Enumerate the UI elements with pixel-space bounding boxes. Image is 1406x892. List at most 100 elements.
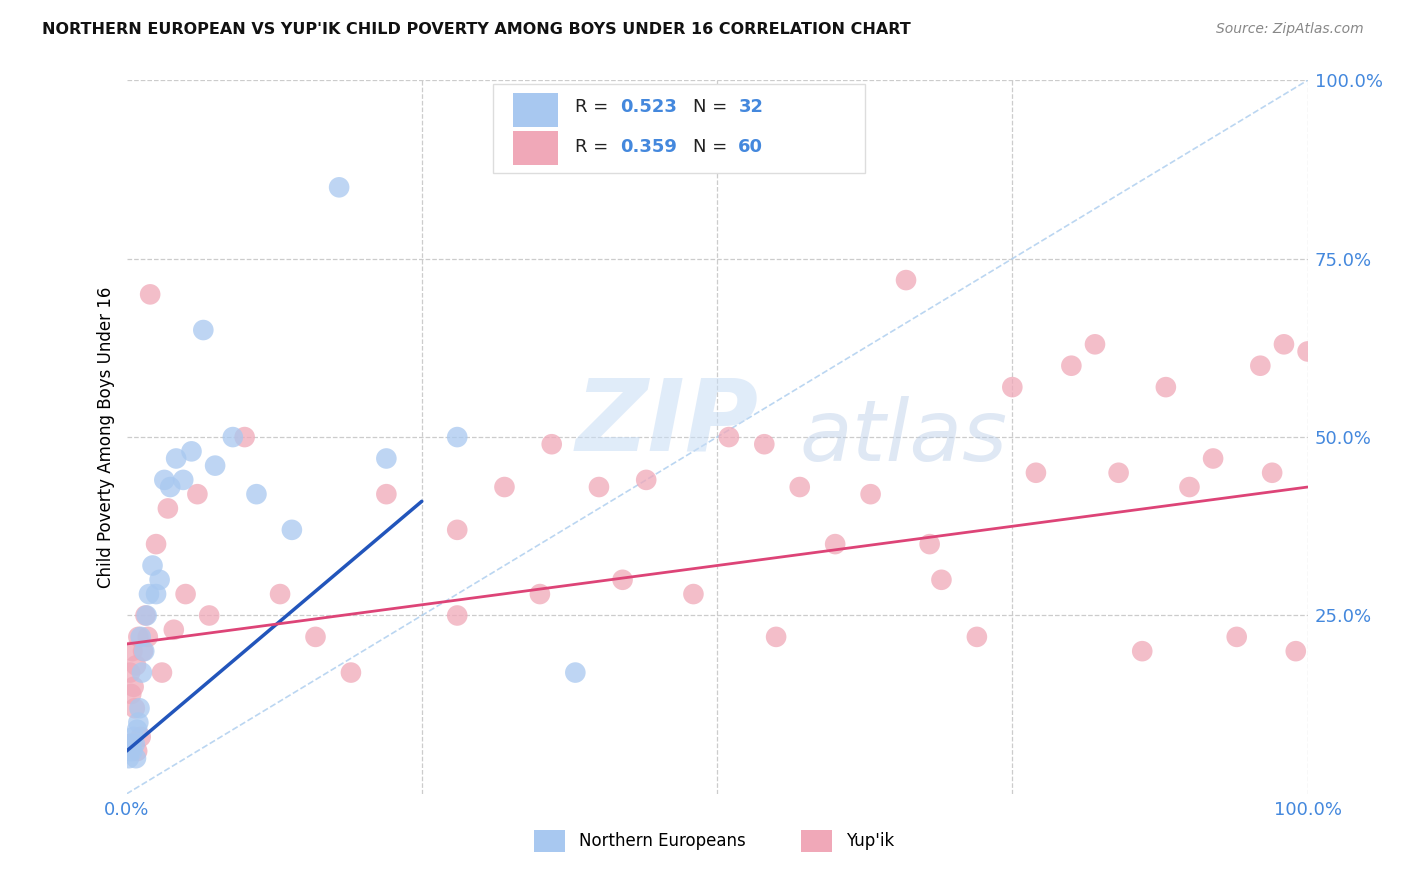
Point: [136, 630, 159, 644]
Point: [245, 487, 267, 501]
Point: [1084, 337, 1107, 351]
Point: [141, 558, 163, 573]
Text: 60: 60: [738, 137, 763, 155]
Point: [931, 573, 953, 587]
Text: Source: ZipAtlas.com: Source: ZipAtlas.com: [1216, 22, 1364, 37]
Point: [682, 587, 704, 601]
FancyBboxPatch shape: [513, 131, 558, 165]
Text: Northern Europeans: Northern Europeans: [579, 831, 747, 850]
Y-axis label: Child Poverty Among Boys Under 16: Child Poverty Among Boys Under 16: [97, 286, 115, 588]
Point: [966, 630, 988, 644]
Point: [125, 658, 148, 673]
Text: 0.523: 0.523: [620, 98, 678, 116]
Point: [153, 473, 176, 487]
Point: [446, 608, 468, 623]
Point: [122, 680, 145, 694]
Point: [340, 665, 363, 680]
Text: R =: R =: [575, 137, 614, 155]
Point: [127, 744, 149, 758]
Point: [564, 665, 586, 680]
Point: [540, 437, 562, 451]
Point: [134, 608, 156, 623]
Point: [165, 451, 187, 466]
Point: [129, 630, 152, 644]
Point: [1178, 480, 1201, 494]
Point: [180, 444, 202, 458]
Point: [233, 430, 256, 444]
Point: [139, 287, 162, 301]
Point: [135, 608, 157, 623]
Point: [159, 480, 181, 494]
Point: [1108, 466, 1130, 480]
Point: [120, 744, 142, 758]
Point: [121, 644, 143, 658]
Point: [1025, 466, 1047, 480]
Point: [859, 487, 882, 501]
Point: [1202, 451, 1225, 466]
Point: [150, 665, 173, 680]
Point: [172, 473, 194, 487]
Point: [118, 737, 141, 751]
Point: [134, 644, 156, 658]
Point: [124, 737, 146, 751]
Point: [127, 715, 149, 730]
Point: [1001, 380, 1024, 394]
Point: [124, 701, 146, 715]
Point: [1060, 359, 1083, 373]
Point: [765, 630, 787, 644]
Point: [529, 587, 551, 601]
Point: [612, 573, 634, 587]
Point: [375, 487, 398, 501]
Point: [145, 537, 167, 551]
Point: [186, 487, 208, 501]
Point: [636, 473, 658, 487]
Point: [125, 751, 148, 765]
Point: [156, 501, 179, 516]
Point: [1249, 359, 1271, 373]
Point: [118, 751, 141, 765]
Point: [129, 730, 152, 744]
Point: [121, 744, 143, 758]
Point: [1130, 644, 1153, 658]
FancyBboxPatch shape: [513, 93, 558, 127]
Point: [1285, 644, 1308, 658]
Text: R =: R =: [575, 98, 614, 116]
Point: [1296, 344, 1319, 359]
Point: [198, 608, 221, 623]
Point: [127, 723, 149, 737]
Point: [894, 273, 917, 287]
Point: [375, 451, 398, 466]
Point: [269, 587, 291, 601]
Text: N =: N =: [693, 98, 734, 116]
Point: [328, 180, 350, 194]
Point: [120, 687, 142, 701]
Point: [1272, 337, 1295, 351]
Text: N =: N =: [693, 137, 734, 155]
Text: 32: 32: [738, 98, 763, 116]
Point: [138, 587, 160, 601]
Point: [132, 644, 155, 658]
Point: [918, 537, 941, 551]
Point: [824, 537, 846, 551]
Point: [204, 458, 226, 473]
Text: Yup'ik: Yup'ik: [846, 831, 894, 850]
Point: [717, 430, 740, 444]
Point: [304, 630, 326, 644]
Point: [1154, 380, 1177, 394]
Text: atlas: atlas: [800, 395, 1008, 479]
Text: ZIP: ZIP: [575, 375, 758, 471]
Point: [222, 430, 245, 444]
Point: [446, 523, 468, 537]
Text: 0.359: 0.359: [620, 137, 678, 155]
Point: [128, 701, 150, 715]
Point: [163, 623, 186, 637]
Point: [754, 437, 776, 451]
Point: [120, 737, 142, 751]
Point: [149, 573, 172, 587]
Point: [1261, 466, 1284, 480]
Point: [131, 665, 153, 680]
FancyBboxPatch shape: [492, 84, 865, 173]
Point: [145, 587, 167, 601]
Point: [120, 665, 142, 680]
Point: [193, 323, 215, 337]
